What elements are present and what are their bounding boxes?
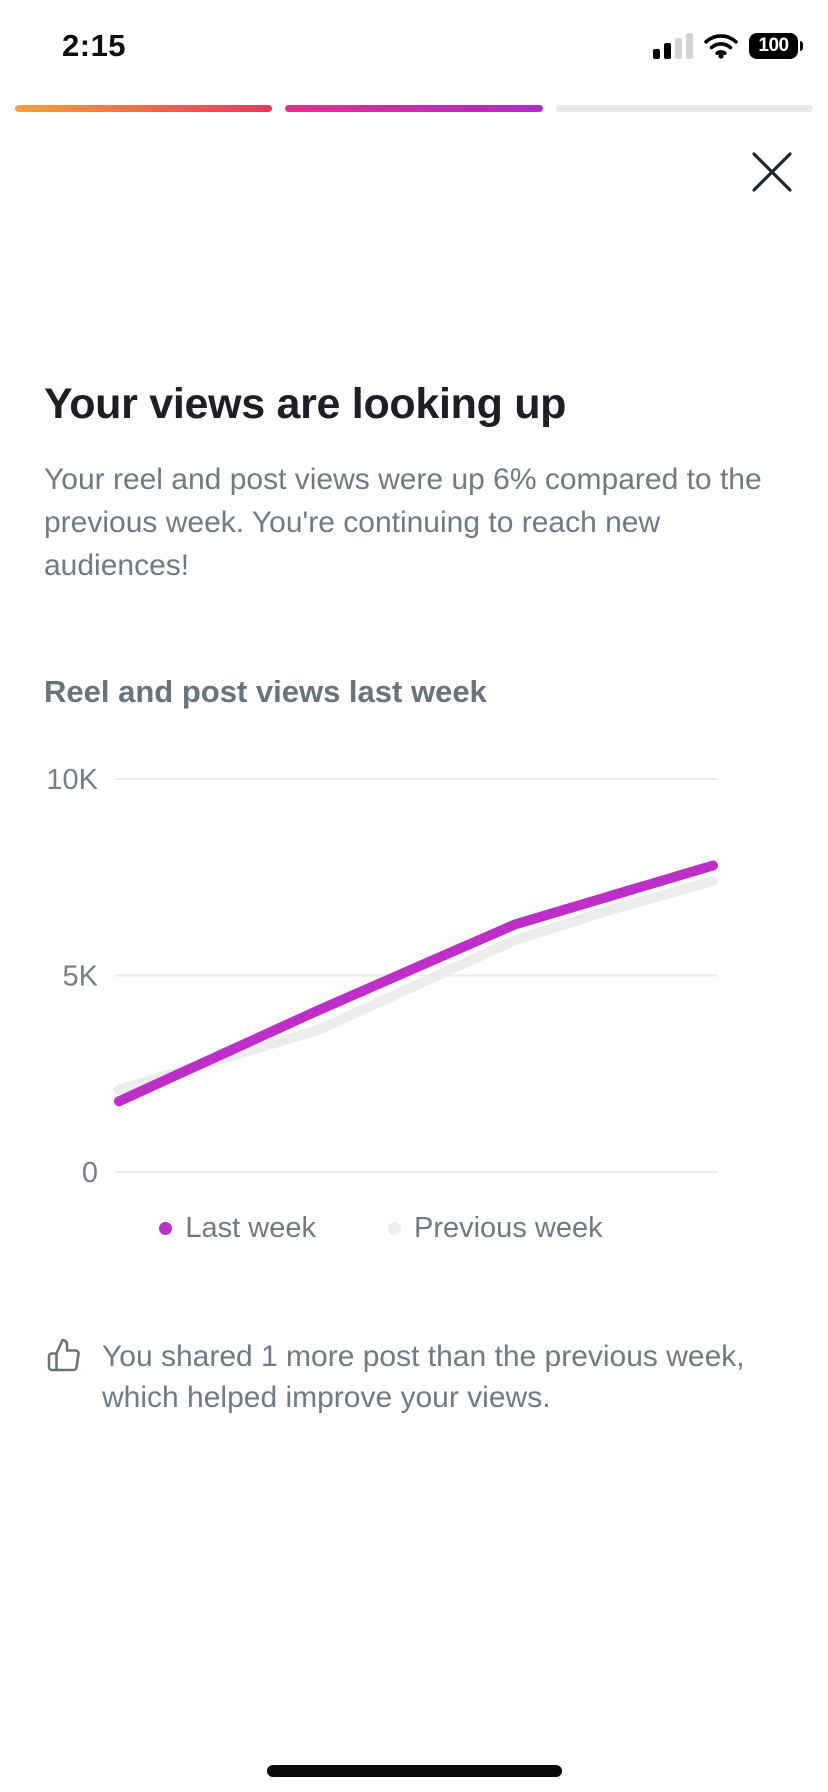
thumbs-up-icon: [47, 1338, 80, 1372]
battery-cap: [800, 41, 803, 51]
status-time: 2:15: [62, 28, 127, 63]
battery-percent: 100: [758, 35, 789, 56]
wifi-icon: [704, 34, 738, 59]
story-progress-segment-3: [555, 105, 813, 112]
last-week-dot-icon: [159, 1222, 173, 1235]
legend-label-previous-week: Previous week: [413, 1212, 603, 1244]
views-chart: 0 5K 10K: [46, 764, 718, 1189]
footer-note: You shared 1 more post than the previous…: [46, 1336, 786, 1418]
legend-label-last-week: Last week: [185, 1212, 316, 1244]
chart-title: Reel and post views last week: [44, 674, 487, 709]
cellular-signal-icon: [653, 33, 693, 59]
status-icons: 100: [653, 33, 803, 59]
story-progress-segment-1: [15, 105, 273, 112]
page-title: Your views are looking up: [44, 380, 567, 428]
legend-item-previous-week: Previous week: [387, 1212, 603, 1245]
legend-item-last-week: Last week: [159, 1212, 316, 1245]
close-button[interactable]: [748, 148, 796, 196]
close-icon: [752, 152, 792, 192]
svg-text:10K: 10K: [46, 764, 98, 796]
story-progress-segment-2: [285, 105, 543, 112]
story-progress-bar: [15, 105, 813, 112]
footer-note-text: You shared 1 more post than the previous…: [102, 1340, 745, 1414]
svg-text:5K: 5K: [63, 961, 99, 993]
home-indicator[interactable]: [267, 1765, 562, 1777]
battery-icon: 100: [749, 33, 803, 59]
svg-text:0: 0: [82, 1157, 98, 1189]
previous-week-dot-icon: [387, 1222, 401, 1235]
chart-legend: Last week Previous week: [0, 1212, 828, 1245]
summary-text: Your reel and post views were up 6% comp…: [44, 463, 762, 582]
